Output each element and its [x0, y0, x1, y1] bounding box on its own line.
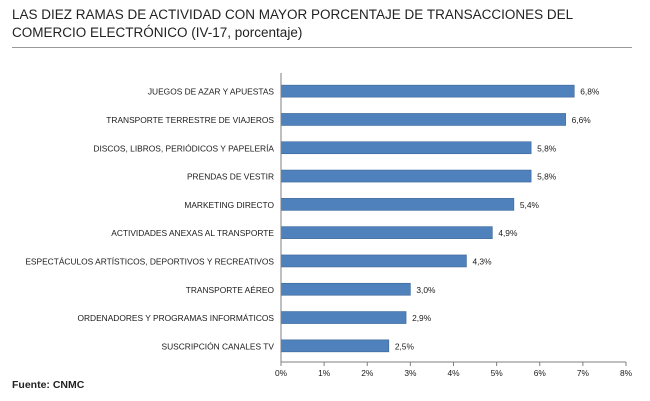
data-label: 4,9%	[498, 228, 518, 238]
title-divider	[12, 47, 632, 48]
category-label: ESPECTÁCULOS ARTÍSTICOS, DEPORTIVOS Y RE…	[25, 256, 274, 266]
source-note: Fuente: CNMC	[12, 379, 85, 391]
x-tick-label: 7%	[577, 368, 590, 378]
data-label: 3,0%	[416, 285, 436, 295]
category-label: PRENDAS DE VESTIR	[187, 172, 274, 182]
category-label: TRANSPORTE TERRESTRE DE VIAJEROS	[106, 115, 274, 125]
data-label: 6,8%	[580, 87, 600, 97]
x-tick-label: 8%	[620, 368, 633, 378]
category-labels-group: JUEGOS DE AZAR Y APUESTAS TRANSPORTE TERR…	[25, 87, 274, 352]
category-label: JUEGOS DE AZAR Y APUESTAS	[148, 87, 275, 97]
data-label: 5,8%	[537, 143, 557, 153]
bar	[280, 311, 407, 324]
x-tick-label: 5%	[491, 368, 504, 378]
bar	[280, 169, 532, 183]
x-tick-label: 2%	[361, 368, 374, 378]
bar	[280, 113, 566, 126]
bar	[280, 84, 575, 98]
bar	[280, 339, 390, 353]
bar	[280, 141, 532, 155]
bar	[280, 282, 411, 296]
data-label: 4,3%	[472, 256, 492, 266]
category-label: ACTIVIDADES ANEXAS AL TRANSPORTE	[111, 228, 274, 238]
category-label: MARKETING DIRECTO	[184, 200, 274, 210]
bar-chart: JUEGOS DE AZAR Y APUESTAS TRANSPORTE TERR…	[25, 73, 633, 378]
bar	[280, 198, 515, 211]
data-label: 5,8%	[537, 172, 557, 182]
bar	[280, 254, 467, 268]
bars-group	[280, 84, 575, 353]
data-label: 5,4%	[520, 200, 540, 210]
axes-group: 0% 1% 2% 3% 4% 5% 6% 7% 8%	[275, 73, 633, 378]
data-label: 2,9%	[412, 313, 432, 323]
data-label: 6,6%	[572, 115, 592, 125]
category-label: TRANSPORTE AÉREO	[186, 285, 275, 295]
x-tick-label: 4%	[447, 368, 460, 378]
x-tick-label: 0%	[275, 368, 288, 378]
data-label: 2,5%	[395, 341, 415, 351]
x-tick-label: 1%	[318, 368, 331, 378]
data-labels-group: 6,8% 6,6% 5,8% 5,8% 5,4% 4,9% 4,3% 3,0% 2,9% 2,5%	[395, 87, 600, 352]
category-label: SUSCRIPCIÓN CANALES TV	[162, 341, 275, 351]
x-tick-label: 3%	[404, 368, 417, 378]
category-label: DISCOS, LIBROS, PERIÓDICOS Y PAPELERÍA	[93, 143, 274, 153]
bar	[280, 226, 493, 239]
category-label: ORDENADORES Y PROGRAMAS INFORMÁTICOS	[77, 313, 274, 323]
chart-title: LAS DIEZ RAMAS DE ACTIVIDAD CON MAYOR PO…	[12, 7, 573, 40]
x-tick-label: 6%	[534, 368, 547, 378]
